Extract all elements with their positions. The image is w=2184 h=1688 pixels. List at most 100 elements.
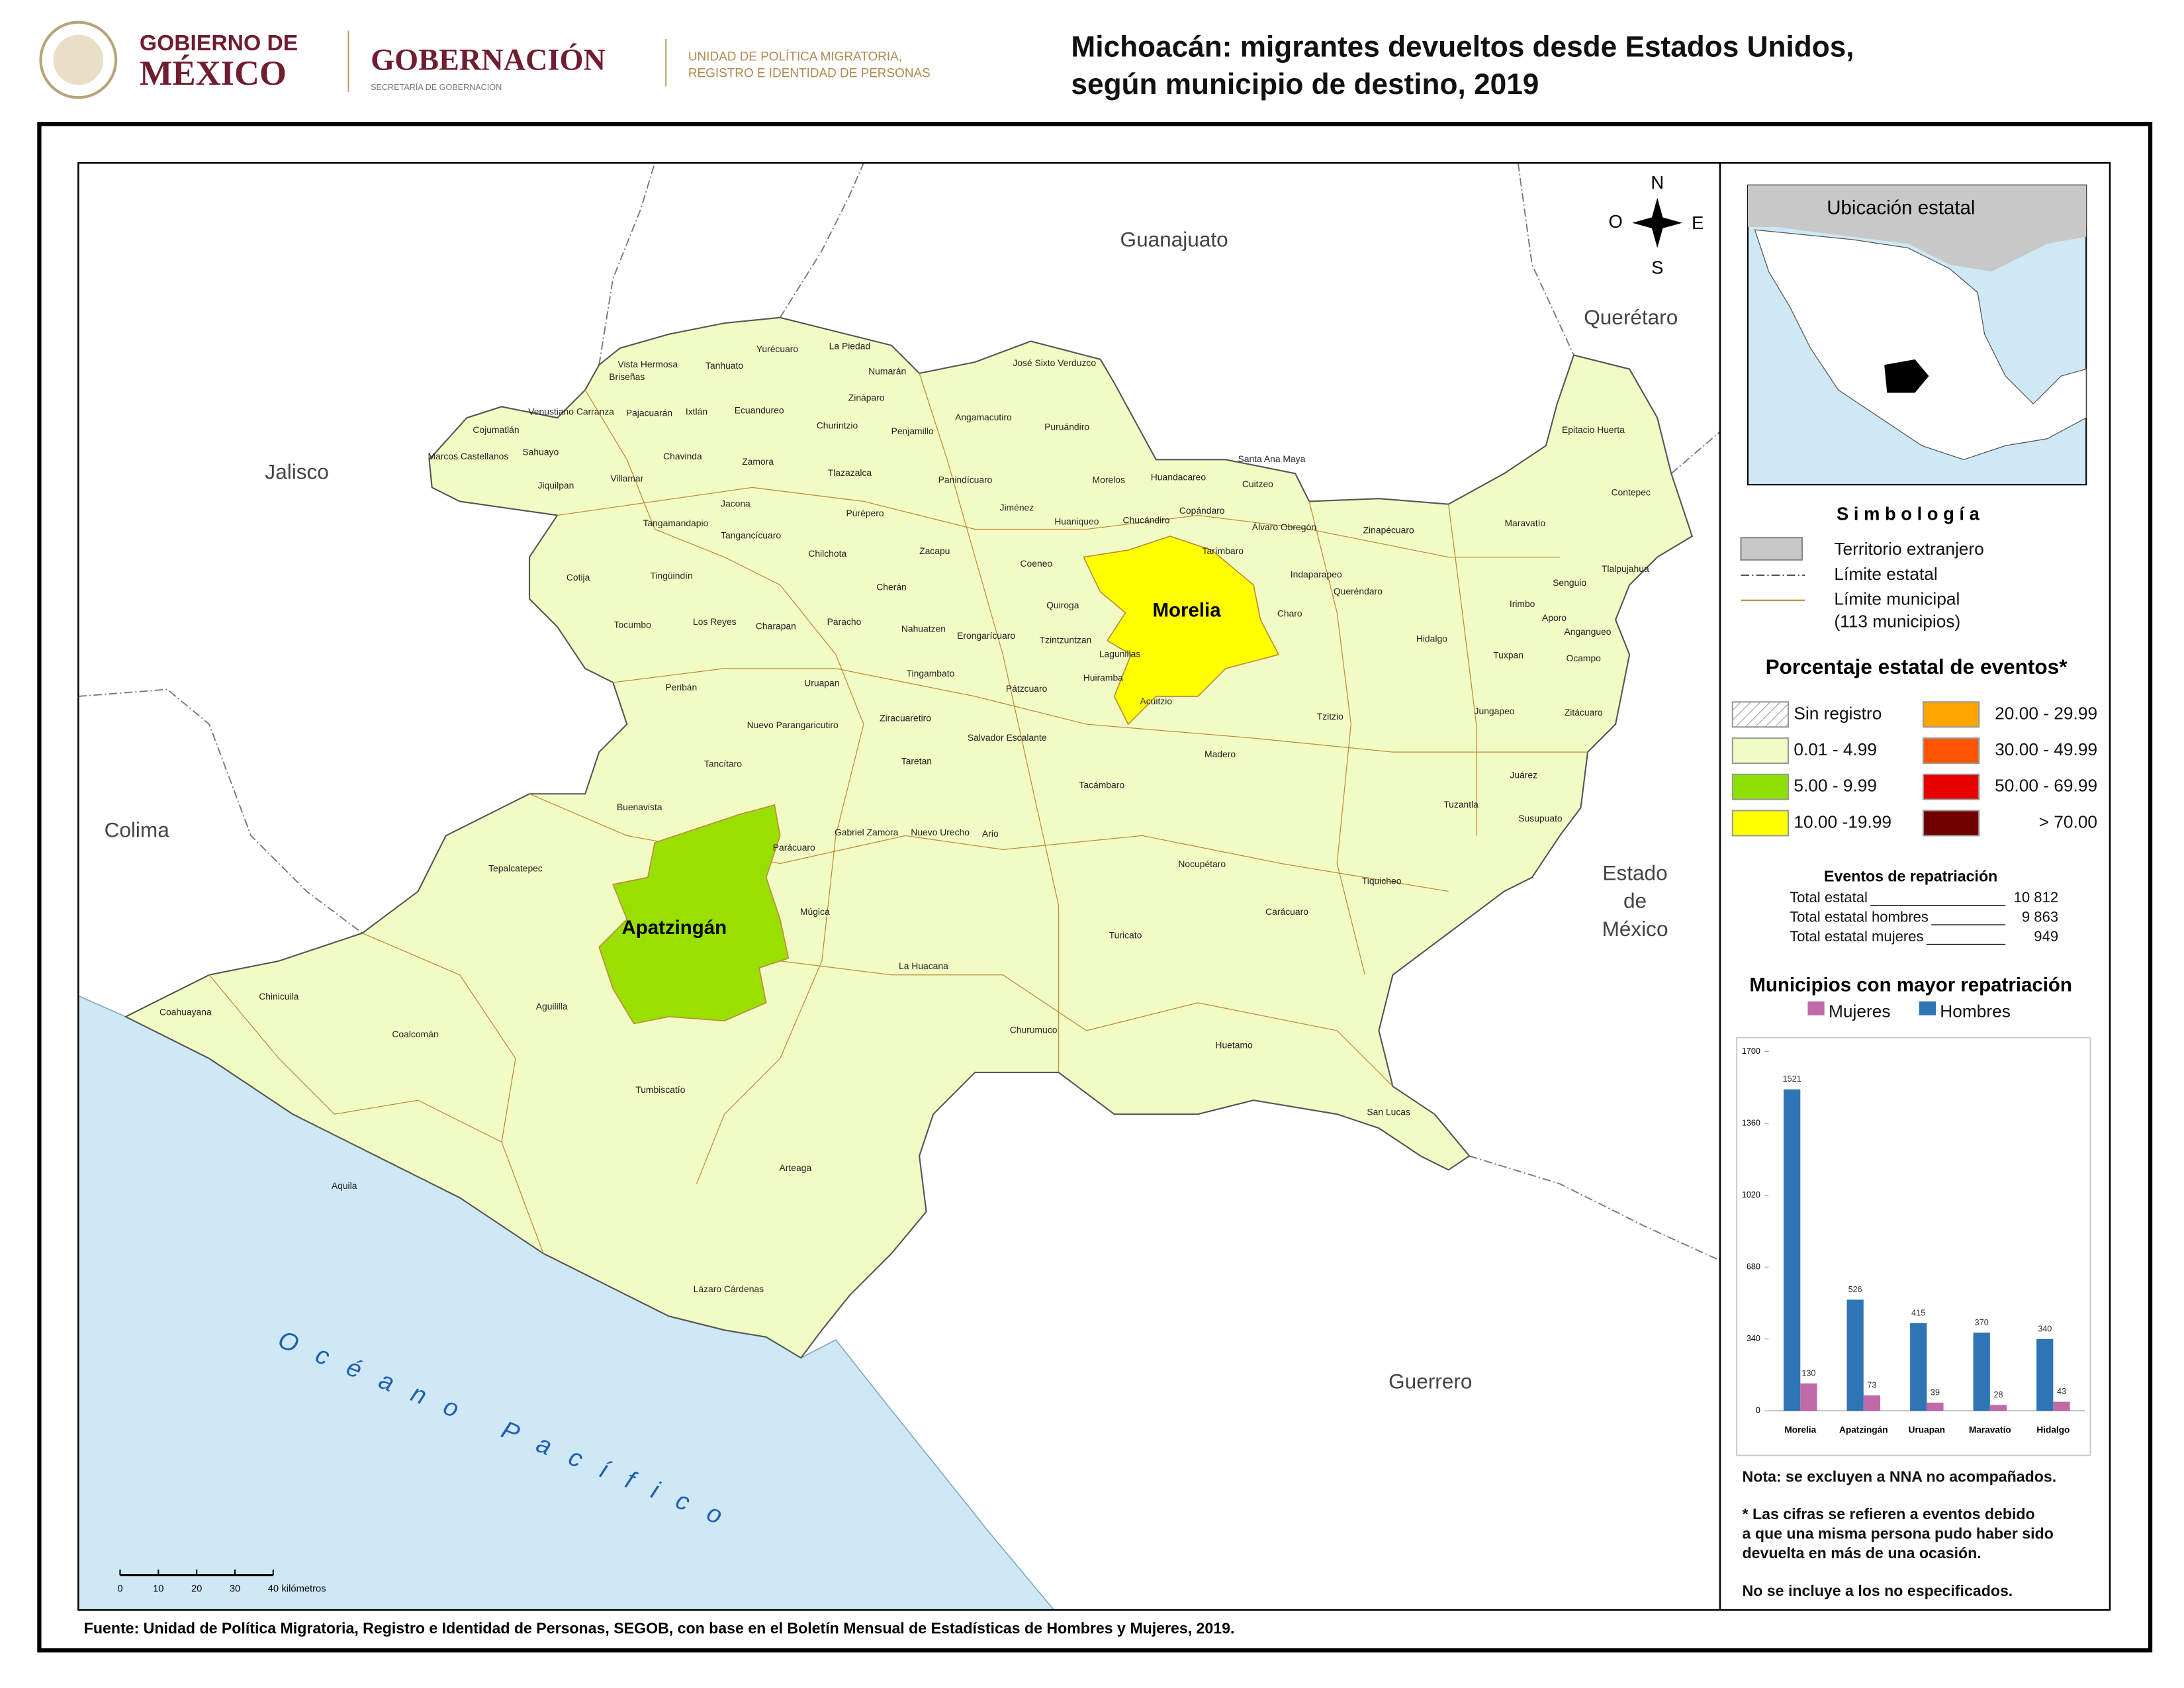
municipality-label: Villamar [610, 473, 643, 483]
municipality-label: Tlazazalca [828, 467, 872, 478]
municipality-label: Zinapécuaro [1363, 524, 1414, 535]
x-tick-label: Hidalgo [2036, 1425, 2070, 1434]
municipality-highlight-label: Apatzingán [621, 917, 727, 939]
municipality-label: Marcos Castellanos [428, 451, 509, 461]
secretaria-sub: SECRETARÍA DE GOBERNACIÓN [371, 82, 502, 92]
bar [1927, 1402, 1944, 1411]
source: Fuente: Unidad de Política Migratoria, R… [84, 1620, 1235, 1637]
municipality-label: Parácuaro [773, 842, 815, 853]
municipality-label: Nahuatzen [901, 624, 946, 634]
municipality-label: Huaniqueo [1054, 516, 1099, 527]
stat-value: 949 [2034, 928, 2058, 945]
municipality-label: Coahuayana [159, 1006, 212, 1017]
legend-item: (113 municipios) [1834, 611, 1960, 631]
municipality-label: Tuxpan [1493, 650, 1524, 661]
municipal-border [557, 487, 1560, 558]
range-swatch [1923, 737, 1980, 765]
legend-item: Límite municipal [1834, 589, 1960, 609]
compass-label: O [1608, 211, 1622, 232]
municipality-label: Jiquilpan [538, 480, 574, 491]
municipality-label: Tlalpujahua [1602, 563, 1649, 574]
municipality-label: Contepec [1612, 487, 1651, 497]
emblem [39, 21, 118, 99]
municipal-border [584, 389, 864, 1184]
scale-unit: kilómetros [281, 1584, 326, 1595]
municipality-label: Morelos [1093, 475, 1125, 485]
map: Vista Hermosa Briseñas Tanhuato Yurécuaro La… [78, 163, 1720, 1611]
scale-tick-label: 40 [268, 1584, 279, 1595]
municipal-border [1447, 504, 1477, 836]
municipality-label: Peribán [665, 682, 697, 692]
y-tick-label: 1360 [1742, 1118, 1760, 1127]
stat-label: Total estatal hombres [1790, 908, 1929, 925]
range-label: 50.00 - 69.99 [1995, 776, 2097, 796]
state-border [779, 163, 864, 318]
municipality-label: Tocumbo [614, 619, 652, 630]
municipality-label: Chucándiro [1123, 515, 1170, 526]
municipality-label: Paracho [827, 616, 862, 627]
municipality-label: Indaparapeo [1291, 569, 1342, 580]
municipality-label: Cojumatlán [473, 424, 519, 435]
y-tick-label: 0 [1756, 1406, 1760, 1415]
state-label: Colima [105, 818, 170, 841]
municipality-label: Charapan [756, 620, 796, 631]
x-tick-label: Apatzingán [1839, 1425, 1888, 1434]
municipality-label: Coeneo [1021, 558, 1053, 569]
inset-map: Ubicación estatal [1747, 184, 2087, 486]
municipality-label: Madero [1205, 749, 1236, 759]
municipality-label: Yurécuaro [756, 344, 799, 354]
municipality-label: Nocupétaro [1178, 859, 1226, 869]
municipality-label: Álvaro Obregón [1252, 522, 1316, 532]
bar-value-label: 415 [1911, 1308, 1925, 1317]
note: devuelta en más de una ocasión. [1743, 1544, 1981, 1562]
y-tick-label: 680 [1747, 1262, 1760, 1272]
scale-tick-label: 10 [153, 1584, 163, 1595]
municipality-label: Buenavista [617, 802, 662, 812]
municipality-label: Ziracuaretiro [880, 712, 931, 723]
municipality-label: Erongarícuaro [957, 630, 1015, 641]
municipality-label: Nuevo Parangaricutiro [747, 720, 839, 730]
municipality-label: Tingüindín [650, 571, 692, 581]
municipality-label: Jacona [721, 498, 751, 508]
state-border [598, 163, 656, 365]
municipality-label: Tiquicheo [1362, 875, 1402, 886]
note: No se incluye a los no especificados. [1743, 1582, 2013, 1599]
state-shape [124, 316, 1694, 1359]
municipality-label: Acuitzio [1140, 696, 1172, 706]
municipality-label: Sahuayo [522, 446, 559, 457]
municipality-label: Vista Hermosa [617, 359, 678, 369]
municipality-label: Tzintzuntzan [1040, 634, 1092, 645]
municipality-label: Ocampo [1566, 653, 1601, 663]
range-label: Sin registro [1794, 703, 1882, 723]
state-borders [78, 163, 1720, 1261]
note: * Las cifras se refieren a eventos debid… [1743, 1505, 2035, 1523]
municipality-label: Tangancícuaro [721, 530, 781, 541]
range-swatch [1923, 773, 1980, 800]
state-label: de [1623, 889, 1647, 913]
municipality-label: Pátzcuaro [1006, 683, 1048, 694]
bar [1784, 1089, 1801, 1411]
state-border [78, 688, 363, 934]
municipality-label: Cherán [876, 582, 907, 592]
municipality-label: Venustiano Carranza [528, 406, 614, 416]
gov-line: MÉXICO [140, 54, 287, 93]
state-label: Guerrero [1388, 1370, 1472, 1393]
municipality-label: Gabriel Zamora [835, 827, 899, 837]
range-swatch [1731, 810, 1790, 837]
municipal-border [529, 793, 1449, 892]
legend-swatch [1740, 537, 1803, 561]
bar [1989, 1405, 2007, 1411]
municipality-label: Cuitzeo [1242, 479, 1273, 489]
municipality-label: Zacapu [919, 545, 950, 556]
legend-item: Territorio extranjero [1834, 539, 1983, 559]
inset-mexico [1754, 229, 2087, 460]
bar [1846, 1299, 1864, 1411]
municipality-label: Cotija [567, 572, 590, 583]
municipality-label: Tangamandapio [643, 518, 709, 528]
x-tick-label: Maravatío [1969, 1425, 2011, 1434]
bar [2036, 1338, 2054, 1411]
range-swatch [1731, 773, 1790, 800]
bar-value-label: 340 [2038, 1324, 2052, 1333]
municipality-label: Juárez [1510, 770, 1537, 780]
series-name: Hombres [1940, 1002, 2011, 1021]
